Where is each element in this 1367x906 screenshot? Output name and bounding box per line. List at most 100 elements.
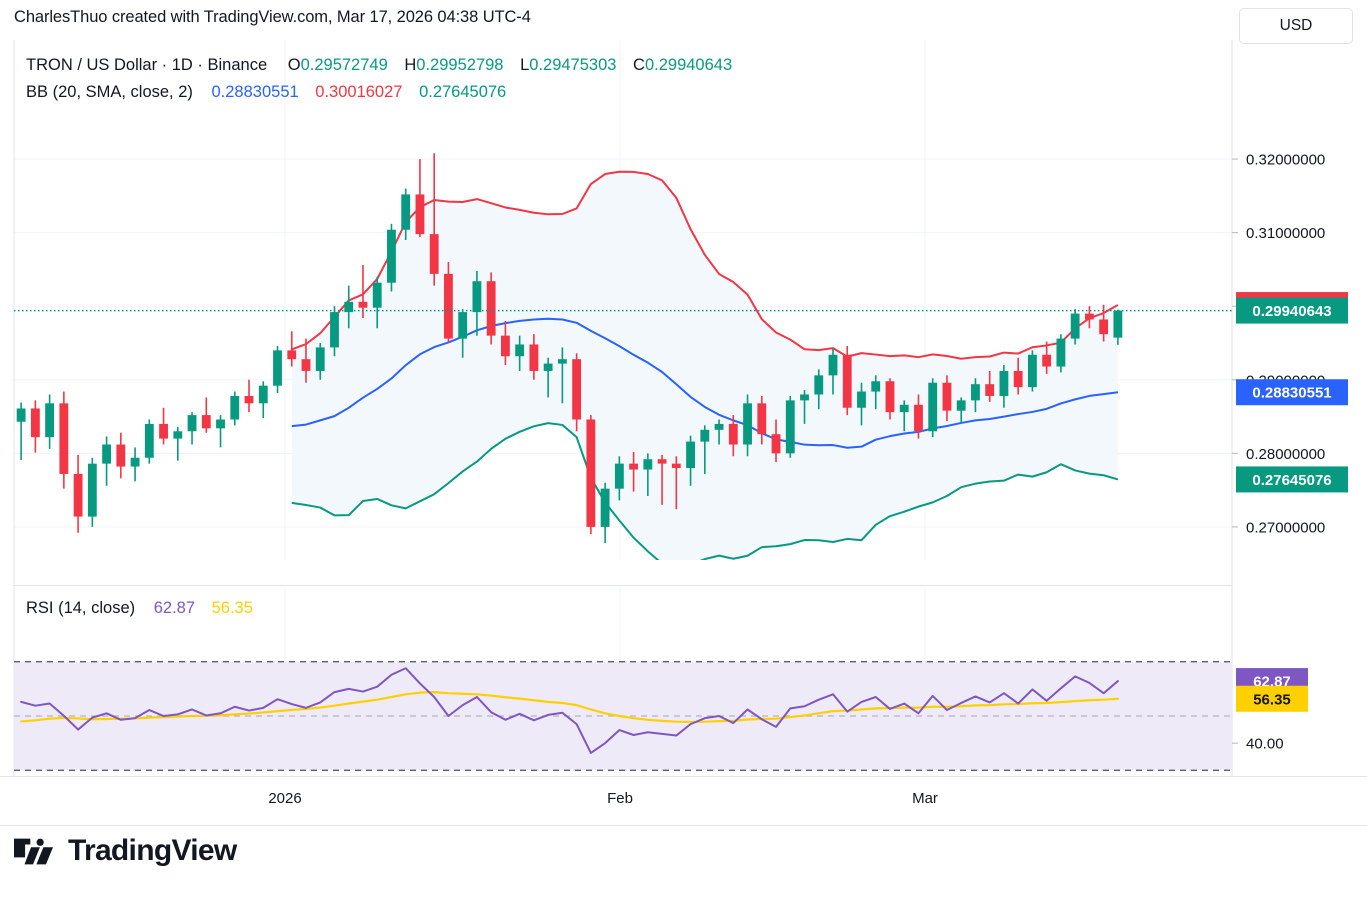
legend-high-key: H xyxy=(404,56,416,74)
candle-body xyxy=(458,312,468,339)
candle-body xyxy=(444,273,453,339)
candle-body xyxy=(643,459,653,470)
candle-body xyxy=(543,363,553,371)
rsi-series-group xyxy=(14,661,1232,771)
rsi-ma-tag[interactable]: 56.35 xyxy=(1236,685,1308,712)
candle-body xyxy=(415,194,425,235)
legend-close-value: 0.29940643 xyxy=(645,56,732,74)
candle-body xyxy=(16,408,26,422)
bb-lower-tag[interactable]: 0.27645076 xyxy=(1236,466,1348,493)
candle-body xyxy=(600,488,610,527)
time-axis-tick: Mar xyxy=(912,790,938,807)
legend-open-key: O xyxy=(288,56,301,74)
candle-body xyxy=(73,473,83,517)
time-axis-tick-labels[interactable]: 2026 Feb Mar xyxy=(268,790,938,807)
candle-body xyxy=(273,350,282,386)
candle-body xyxy=(771,434,781,454)
bb-basis-tag[interactable]: 0.28830551 xyxy=(1236,379,1348,406)
candle-body xyxy=(985,384,995,396)
bb-lower-tag-bg xyxy=(1236,466,1348,493)
candle-body xyxy=(301,359,311,371)
candle-body xyxy=(287,350,297,360)
last-price-tag[interactable]: 0.29940643 xyxy=(1236,297,1348,324)
chart-container[interactable]: TRON / US Dollar · 1D · Binance O0.29572… xyxy=(0,40,1367,826)
time-axis-tick: Feb xyxy=(607,790,633,807)
candle-body xyxy=(144,423,154,458)
candle-body xyxy=(914,404,923,432)
last-price-tag-bg xyxy=(1236,297,1348,324)
rsi-ma-tag-text: 56.35 xyxy=(1253,691,1291,708)
candle-body xyxy=(102,444,111,464)
candle-body xyxy=(315,347,325,371)
legend-low-key: L xyxy=(520,56,529,74)
candle-body xyxy=(173,431,183,439)
rsi-pane-legend[interactable]: RSI (14, close) 62.87 56.35 xyxy=(26,599,253,617)
legend-symbol-label: TRON / US Dollar · 1D · Binance xyxy=(26,56,267,74)
price-pane-legend[interactable]: TRON / US Dollar · 1D · Binance O0.29572… xyxy=(26,56,732,101)
candle-body xyxy=(686,441,695,469)
candle-body xyxy=(230,395,240,420)
candle-body xyxy=(515,344,525,357)
candle-body xyxy=(159,423,168,439)
candle-body xyxy=(30,408,40,438)
candle-body xyxy=(657,459,667,464)
candle-body xyxy=(1084,313,1094,320)
rsi-axis-tick-labels[interactable]: 40.00 xyxy=(1232,736,1284,753)
candle-body xyxy=(429,234,439,274)
legend-symbol-row: TRON / US Dollar · 1D · Binance O0.29572… xyxy=(26,56,732,74)
candle-body xyxy=(1013,370,1023,388)
candle-body xyxy=(216,419,225,429)
candle-body xyxy=(942,382,952,411)
bollinger-upper-line xyxy=(291,170,1119,360)
candle-body xyxy=(842,354,852,408)
price-axis-tick: 0.32000000 xyxy=(1246,152,1325,169)
candle-body xyxy=(714,423,724,430)
candle-body xyxy=(871,381,881,392)
bb-basis-tag-bg xyxy=(1236,379,1348,406)
legend-bb-row: BB (20, SMA, close, 2) 0.28830551 0.3001… xyxy=(26,83,506,101)
price-scale-currency-button[interactable]: USD xyxy=(1239,8,1353,44)
candle-body xyxy=(557,359,567,364)
rsi-moving-average-line xyxy=(20,691,1119,724)
tradingview-brand: TradingView xyxy=(14,834,237,867)
candle-body xyxy=(899,404,909,413)
candle-body xyxy=(1056,338,1066,367)
candle-body xyxy=(971,384,980,401)
candle-body xyxy=(472,281,482,313)
time-axis-tick: 2026 xyxy=(268,790,301,807)
candlestick-series xyxy=(16,153,1123,544)
price-axis-tick: 0.28000000 xyxy=(1246,446,1325,463)
legend-high-value: 0.29952798 xyxy=(416,56,503,74)
price-scale-currency-label: USD xyxy=(1279,17,1313,34)
tradingview-wordmark: TradingView xyxy=(68,834,237,867)
legend-bb-upper-value: 0.30016027 xyxy=(315,83,402,101)
chart-svg[interactable]: TRON / US Dollar · 1D · Binance O0.29572… xyxy=(0,40,1367,826)
candle-body xyxy=(800,394,809,401)
bb-lower-tag-text: 0.27645076 xyxy=(1252,472,1331,489)
legend-low-value: 0.29475303 xyxy=(529,56,616,74)
candle-body xyxy=(486,281,496,336)
candle-body xyxy=(857,391,866,408)
price-series-group xyxy=(14,153,1232,560)
candle-body xyxy=(116,444,126,467)
candle-body xyxy=(956,400,966,411)
bollinger-band-fill xyxy=(291,171,1118,560)
price-axis-tick: 0.31000000 xyxy=(1246,225,1325,242)
candle-body xyxy=(130,457,140,467)
candle-body xyxy=(1113,310,1123,338)
candle-body xyxy=(1028,354,1037,388)
candle-body xyxy=(387,229,396,283)
candle-body xyxy=(614,463,624,489)
legend-close-key: C xyxy=(633,56,645,74)
candle-body xyxy=(258,385,268,404)
bb-basis-tag-text: 0.28830551 xyxy=(1252,385,1331,402)
bollinger-lower-line xyxy=(291,422,1119,560)
candle-body xyxy=(629,463,639,470)
candle-body xyxy=(187,415,197,432)
candle-body xyxy=(785,400,795,454)
legend-bb-title: BB (20, SMA, close, 2) xyxy=(26,83,193,101)
last-price-tag-text: 0.29940643 xyxy=(1252,303,1331,320)
candle-body xyxy=(999,370,1009,396)
